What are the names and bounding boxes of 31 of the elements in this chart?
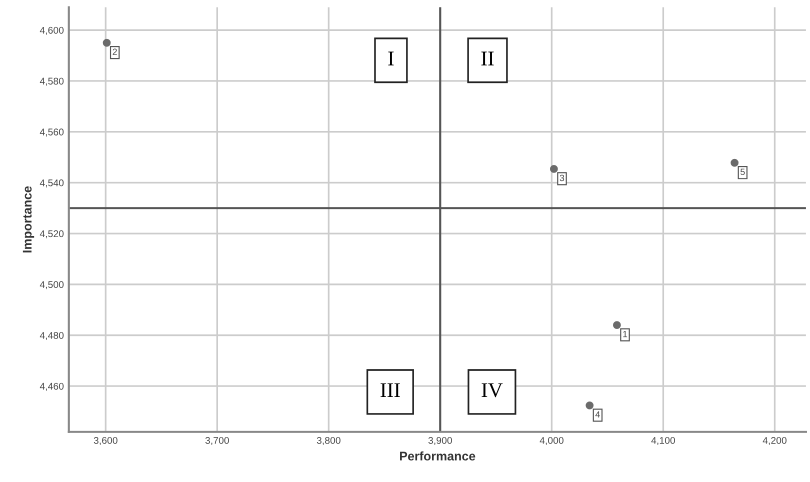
point (550, 165, 558, 173)
y-tick-label: 4,560 (40, 128, 64, 137)
x-tick-label: 3,800 (316, 436, 340, 446)
y-tick-label: 4,580 (40, 78, 64, 86)
point (586, 401, 594, 410)
annotation: III (380, 383, 400, 397)
x-tick-label: 4,000 (540, 436, 564, 446)
point (612, 321, 621, 330)
annotation: 2 (112, 48, 117, 55)
annotation: 4 (595, 411, 600, 418)
y-tick-label: 4,520 (40, 230, 64, 238)
x-tick-label: 3,700 (205, 436, 229, 446)
y-axis-title: Importance (22, 186, 34, 252)
x-tick-label: 4,200 (762, 436, 787, 446)
annotation: 1 (623, 330, 628, 338)
annotation: IV (482, 383, 503, 398)
x-tick-label: 3,900 (428, 436, 452, 446)
annotation: 5 (740, 168, 745, 176)
point (102, 38, 111, 47)
y-tick-label: 4,480 (40, 332, 64, 340)
annotation: II (481, 52, 494, 66)
x-tick-label: 3,600 (94, 436, 118, 446)
y-tick-label: 4,540 (40, 179, 64, 188)
y-tick-label: 4,600 (40, 26, 64, 35)
x-axis-title: Performance (400, 451, 476, 461)
y-tick-label: 4,460 (40, 382, 64, 391)
annotation: I (388, 52, 394, 66)
point (730, 158, 739, 167)
annotation: 3 (560, 174, 564, 182)
x-tick-label: 4,100 (651, 436, 675, 446)
y-tick-label: 4,500 (40, 281, 64, 290)
